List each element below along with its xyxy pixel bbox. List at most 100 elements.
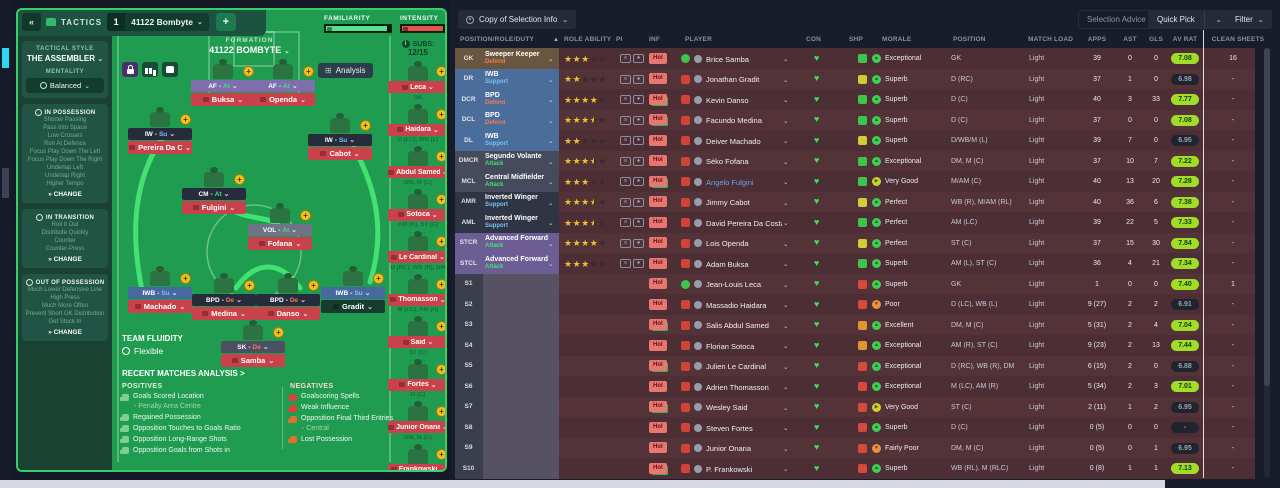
player-name[interactable]: Jimmy Cabot [706, 198, 750, 207]
player-name[interactable]: Steven Fortes [706, 423, 753, 433]
squad-table-row[interactable]: S2 Hol Massadio Haidara ⌄ ♥ ▼ Poor D (LC… [455, 294, 1255, 315]
player-name-pill[interactable]: Machado ⌄ [128, 300, 192, 313]
column-header[interactable]: APPS [1087, 36, 1107, 43]
squad-table-row[interactable]: S10 Hol P. Frankowski ⌄ ♥ ▲ Superb WB (R… [455, 458, 1255, 479]
column-header[interactable]: AV RAT [1172, 36, 1198, 43]
tactical-style-dropdown[interactable]: THE ASSEMBLER ⌄ [26, 54, 104, 63]
role-duty-pill[interactable]: BPD - De ⌄ [192, 294, 256, 306]
player-name-pill[interactable]: Buksa ⌄ [191, 93, 255, 106]
quick-pick-button[interactable]: Quick Pick ⌄ [1148, 10, 1228, 29]
column-header[interactable]: MORALE [882, 36, 912, 43]
squad-table-row[interactable]: AML Inverted Winger Support ⌄ ★★★★★★★★★★ ≡… [455, 212, 1255, 233]
player-name[interactable]: Adrien Thomasson [706, 382, 769, 392]
player-name[interactable]: Junior Onana [706, 444, 752, 453]
substitute-name-pill[interactable]: Said ⌄ [388, 336, 445, 348]
role-duty-pill[interactable]: CM - At ⌄ [182, 188, 246, 200]
player-name[interactable]: Kevin Danso [706, 95, 749, 105]
info-badge[interactable]: Hol [649, 216, 667, 228]
player-name-pill[interactable]: Fulgini ⌄ [182, 201, 246, 214]
role-duty[interactable]: IWB Support [485, 132, 508, 147]
position-role-cell[interactable] [455, 48, 559, 69]
squad-table-row[interactable]: DCR BPD Defend ⌄ ★★★★★★★★★★ ≡● Hol Kevin D… [455, 89, 1255, 110]
player-name[interactable]: Jean-Louis Leca [706, 280, 762, 289]
column-header[interactable]: SHP [849, 36, 863, 43]
position-role-cell[interactable] [455, 232, 559, 253]
info-badge[interactable]: Hol [649, 278, 667, 289]
substitute-item[interactable]: + Le Cardinal ⌄ D (RC), WB (R), DM [387, 231, 445, 278]
substitute-item[interactable]: + Junior Onana ⌄ DM, M (C) [387, 401, 445, 448]
squad-table-row[interactable]: MCL Central Midfielder Attack ⌄ ★★★★★★★★★… [455, 171, 1255, 192]
substitute-item[interactable]: + Thomasson ⌄ M (LC), AM (R) [387, 273, 445, 321]
change-button[interactable]: » CHANGE [48, 256, 82, 263]
info-badge[interactable]: Hol [649, 298, 667, 310]
substitute-item[interactable]: + Said ⌄ ST (C) [387, 316, 445, 363]
scrollbar-thumb[interactable] [1264, 48, 1270, 386]
tactic-slot-number[interactable]: 1 [107, 13, 126, 31]
add-tactic-button[interactable]: + [215, 13, 236, 31]
player-instructions-icons[interactable]: ≡ ● [620, 197, 644, 207]
player-instructions-icons[interactable]: ≡ ● [620, 54, 644, 63]
role-duty[interactable]: Advanced Forward Attack [485, 235, 549, 249]
player-name[interactable]: Brice Samba [706, 54, 749, 64]
column-header[interactable]: CLEAN SHEETS [1211, 36, 1265, 43]
position-role-cell[interactable] [455, 212, 559, 233]
squad-table-row[interactable]: GK Sweeper Keeper Defend ⌄ ★★★★★★★★★★ ≡● H… [455, 48, 1255, 69]
player-name[interactable]: Salis Abdul Samed [706, 321, 769, 330]
role-duty[interactable]: Sweeper Keeper Defend [485, 50, 540, 65]
player-name[interactable]: Lois Openda [706, 239, 749, 248]
filter-button[interactable]: Filter ⌄ [1227, 10, 1272, 29]
role-duty-pill[interactable]: AF - At ⌄ [251, 80, 315, 92]
column-header[interactable]: POSITION/ROLE/DUTY [460, 36, 535, 43]
column-header[interactable]: INF [649, 36, 661, 43]
column-header[interactable]: AST [1123, 36, 1137, 43]
role-duty[interactable]: Advanced Forward Attack [485, 255, 549, 270]
squad-table-row[interactable]: DR IWB Support ⌄ ★★★★★★★★★★ ≡● Hol Jonatha… [455, 68, 1255, 89]
substitute-name-pill[interactable]: Abdul Samed ⌄ [388, 166, 445, 178]
player-name-pill[interactable]: Cabot ⌄ [308, 147, 372, 160]
subs-scrollbar[interactable] [445, 74, 447, 224]
position-role-cell[interactable] [455, 150, 559, 171]
info-badge[interactable]: Hol [649, 380, 667, 392]
info-badge[interactable]: Hol [649, 114, 667, 125]
substitute-name-pill[interactable]: Leca ⌄ [388, 81, 445, 93]
role-duty[interactable]: BPD Defend [485, 91, 506, 106]
view-selector[interactable]: Copy of Selection Info ⌄ [458, 10, 577, 29]
info-badge[interactable]: Hol [649, 257, 667, 269]
column-header[interactable]: MATCH LOAD [1028, 36, 1074, 43]
recent-matches-analysis-link[interactable]: RECENT MATCHES ANALYSIS > [122, 369, 245, 378]
role-duty[interactable]: Inverted Winger Support [485, 214, 538, 229]
player-instructions-icons[interactable]: ≡ ● [620, 238, 644, 248]
role-duty-pill[interactable]: SK - De ⌄ [221, 341, 285, 353]
squad-table-row[interactable]: S1 Hol Jean-Louis Leca ⌄ ♥ ▲ Superb GK L… [455, 273, 1255, 294]
substitute-name-pill[interactable]: Fortes ⌄ [388, 378, 445, 391]
player-name-pill[interactable]: Pereira Da Costa ⌄ [128, 141, 192, 154]
info-badge[interactable]: Hol [649, 73, 667, 84]
role-duty-pill[interactable]: VOL - At ⌄ [248, 224, 312, 236]
position-role-cell[interactable] [455, 253, 559, 274]
kit-view-button[interactable] [162, 62, 178, 77]
mentality-dropdown[interactable]: Balanced ⌄ [26, 78, 104, 93]
player-name[interactable]: Angelo Fulgini [706, 177, 754, 187]
substitute-name-pill[interactable]: Sotoca ⌄ [388, 208, 445, 221]
player-name[interactable]: Adam Buksa [706, 259, 749, 269]
tactic-preset-dropdown[interactable]: 41122 Bombyte ⌄ [131, 17, 203, 27]
player-name[interactable]: Julien Le Cardinal [706, 362, 767, 371]
analysis-button[interactable]: ⊞ Analysis [318, 63, 373, 78]
player-name[interactable]: Wesley Said [706, 403, 748, 412]
squad-table-row[interactable]: S9 Hol Junior Onana ⌄ ♥ ▼ Fairly Poor DM… [455, 437, 1255, 458]
column-header[interactable]: GLS [1149, 36, 1163, 43]
player-name-pill[interactable]: Samba ⌄ [221, 354, 285, 367]
player-instructions-icons[interactable]: ≡ ● [620, 95, 644, 104]
stats-view-button[interactable] [142, 62, 158, 77]
role-duty[interactable]: BPD Defend [485, 112, 506, 126]
squad-table-row[interactable]: STCL Advanced Forward Attack ⌄ ★★★★★★★★★★… [455, 253, 1255, 274]
player-name-pill[interactable]: Danso ⌄ [256, 307, 320, 320]
squad-table-row[interactable]: DMCR Segundo Volante Attack ⌄ ★★★★★★★★★★ ≡… [455, 150, 1255, 171]
change-button[interactable]: » CHANGE [48, 329, 82, 336]
substitute-name-pill[interactable]: Thomasson ⌄ [388, 293, 445, 306]
role-duty-pill[interactable]: IW - Su ⌄ [128, 128, 192, 140]
role-duty-pill[interactable]: IW - Su ⌄ [308, 134, 372, 146]
player-instructions-icons[interactable]: ≡ ● [620, 115, 644, 125]
squad-table-row[interactable]: S7 Hol Wesley Said ⌄ ♥ ▶ Very Good ST (C… [455, 396, 1255, 417]
squad-table-row[interactable]: STCR Advanced Forward Attack ⌄ ★★★★★★★★★★… [455, 232, 1255, 253]
